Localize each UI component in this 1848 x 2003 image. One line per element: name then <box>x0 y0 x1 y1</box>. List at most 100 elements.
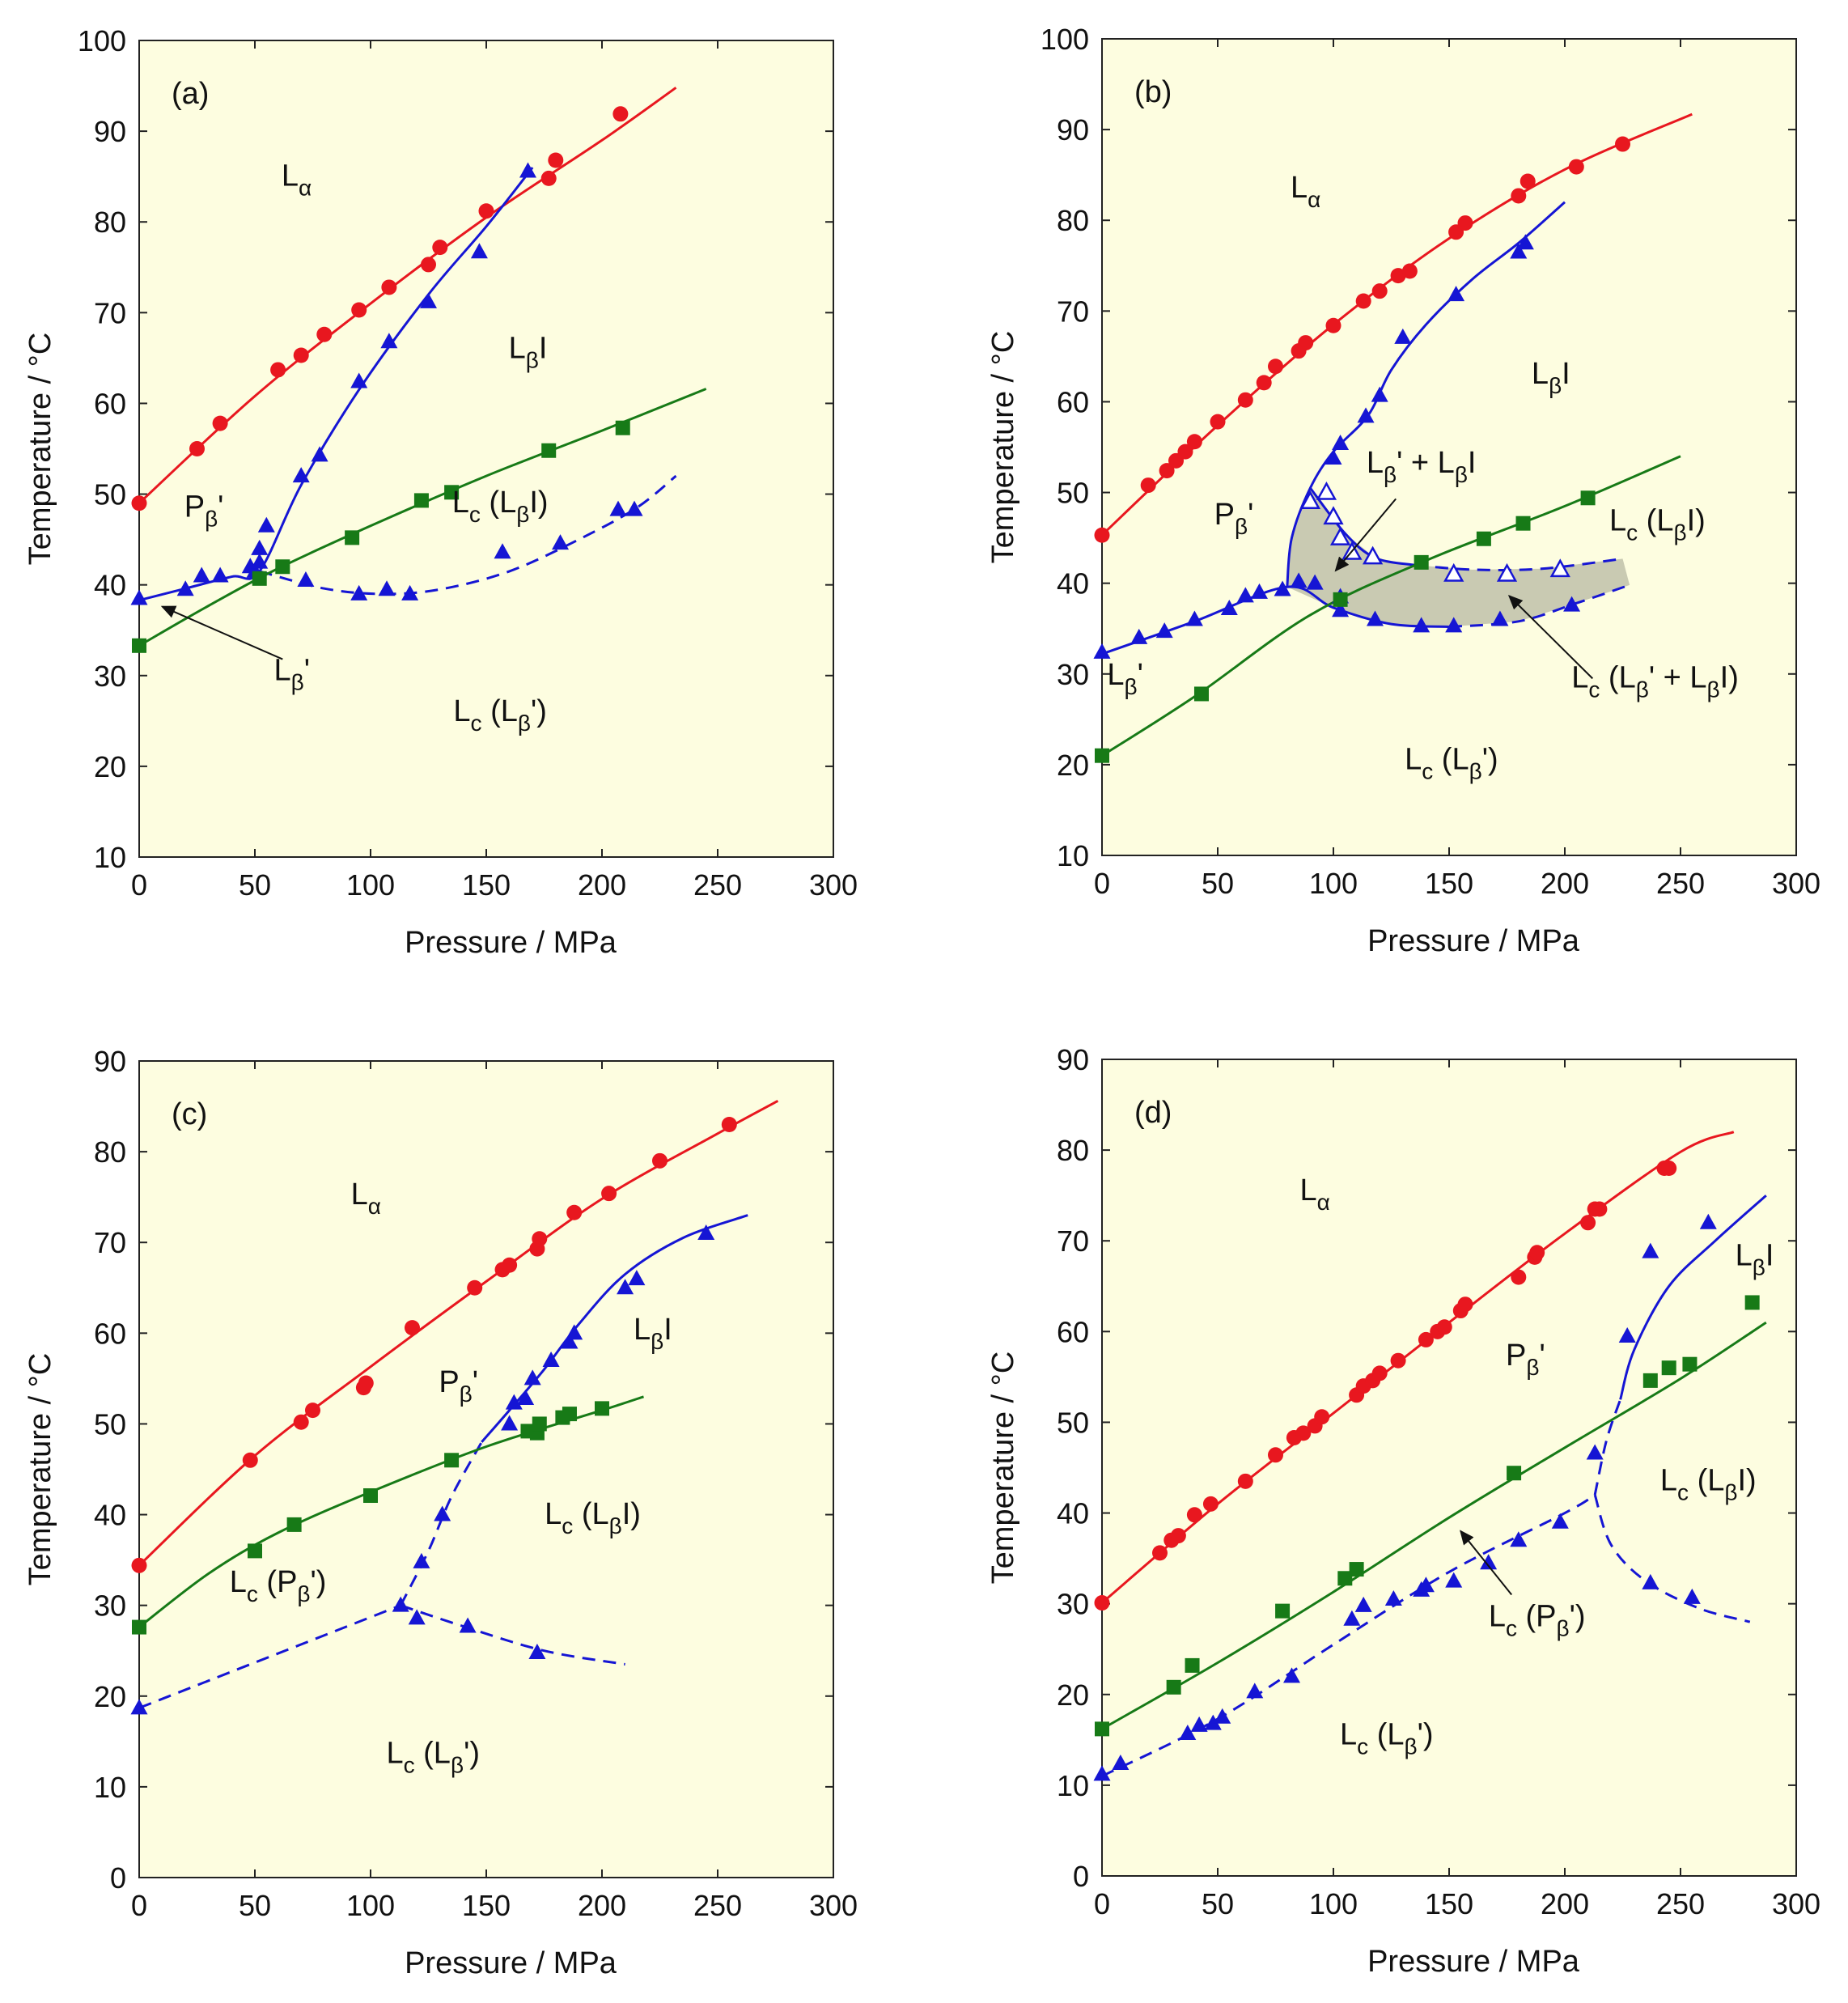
triangle-marker <box>350 584 368 600</box>
green-solid-curve <box>1101 1321 1767 1730</box>
triangle-marker <box>625 500 643 516</box>
x-axis-title: Pressure / MPa <box>1367 1945 1580 1979</box>
phase-label: Lα <box>1291 171 1320 212</box>
triangle-marker <box>1112 1754 1130 1770</box>
y-tick-label: 50 <box>1057 477 1089 510</box>
circle-marker <box>293 347 309 363</box>
triangle-marker <box>523 1369 541 1386</box>
circle-marker <box>1256 375 1272 391</box>
square-marker <box>413 493 429 508</box>
annotation-arrow <box>1334 498 1397 572</box>
circle-marker <box>478 203 494 219</box>
circle-marker <box>1457 1296 1473 1313</box>
triangle-marker <box>1246 1683 1264 1699</box>
triangle-marker <box>1491 610 1509 626</box>
circle-marker <box>1371 283 1388 299</box>
square-marker <box>562 1407 577 1422</box>
square-marker <box>1515 516 1531 531</box>
square-marker <box>1275 1603 1291 1619</box>
blue-dashed-curve <box>138 1604 401 1709</box>
x-axis-title: Pressure / MPa <box>1367 924 1580 958</box>
square-marker <box>1185 1657 1200 1673</box>
red-solid-curve <box>138 87 677 504</box>
x-tick-label: 200 <box>578 868 626 902</box>
x-tick-label: 300 <box>1772 1887 1820 1920</box>
triangle-marker <box>1417 1577 1435 1593</box>
plot-area <box>1101 1059 1797 1877</box>
y-tick-label: 40 <box>94 1499 126 1532</box>
open-triangle-marker <box>1299 490 1321 510</box>
circle-marker <box>1592 1201 1608 1217</box>
triangle-marker <box>1130 628 1148 644</box>
y-tick-label: 0 <box>1073 1860 1089 1893</box>
triangle-marker <box>1332 601 1350 617</box>
circle-marker <box>212 415 228 431</box>
triangle-marker <box>1510 243 1528 259</box>
phase-label: Lα <box>351 1178 381 1219</box>
blue-solid-curve <box>1286 201 1566 588</box>
square-marker <box>248 1543 262 1559</box>
phase-label: Lc (Lβ') <box>1340 1717 1434 1759</box>
phase-label: Lβ' <box>1107 658 1143 699</box>
triangle-marker <box>459 1617 477 1633</box>
circle-marker <box>1186 434 1202 450</box>
y-tick-label: 80 <box>1057 1134 1089 1167</box>
x-tick-label: 100 <box>1309 1887 1358 1920</box>
y-tick-label: 10 <box>94 841 126 874</box>
y-tick-label: 50 <box>94 1407 126 1441</box>
triangle-marker <box>628 1270 646 1286</box>
x-tick-label: 300 <box>1772 867 1820 900</box>
x-tick-label: 250 <box>1656 867 1705 900</box>
triangle-marker <box>1413 617 1431 633</box>
circle-marker <box>1202 1496 1219 1512</box>
x-tick-label: 0 <box>1094 867 1110 900</box>
x-tick-label: 50 <box>239 868 271 902</box>
square-marker <box>1337 1571 1353 1586</box>
circle-marker <box>242 1452 258 1468</box>
circle-marker <box>467 1279 483 1296</box>
y-tick-label: 80 <box>94 1135 126 1169</box>
x-axis-title: Pressure / MPa <box>405 926 617 960</box>
phase-label: Lc (LβI) <box>545 1497 641 1538</box>
square-marker <box>1166 1679 1181 1695</box>
triangle-marker <box>1185 610 1203 626</box>
circle-marker <box>351 302 367 318</box>
triangle-marker <box>1683 1588 1701 1604</box>
triangle-marker <box>566 1324 583 1340</box>
square-marker <box>1642 1373 1658 1388</box>
triangle-marker <box>211 567 229 583</box>
open-triangle-marker <box>1363 545 1384 565</box>
circle-marker <box>1511 188 1527 204</box>
triangle-marker <box>561 1333 579 1349</box>
circle-marker <box>532 1231 548 1247</box>
triangle-marker <box>528 1643 546 1659</box>
triangle-marker <box>1214 1708 1231 1724</box>
triangle-marker <box>1447 286 1465 302</box>
y-tick-label: 60 <box>94 387 126 420</box>
annotation-arrow <box>1460 1530 1513 1596</box>
circle-marker <box>1520 173 1536 189</box>
triangle-marker <box>1343 1610 1361 1626</box>
square-marker <box>615 420 630 435</box>
panel-label: (a) <box>172 77 209 111</box>
triangle-marker <box>1699 1213 1717 1229</box>
triangle-marker <box>1155 622 1173 639</box>
x-axis-title: Pressure / MPa <box>405 1946 617 1980</box>
circle-marker <box>548 152 564 168</box>
triangle-marker <box>1354 1596 1372 1612</box>
plot-area <box>138 40 834 858</box>
y-tick-label: 30 <box>1057 658 1089 691</box>
square-marker <box>132 1619 146 1635</box>
circle-marker <box>612 106 629 122</box>
triangle-marker <box>420 292 437 308</box>
x-tick-label: 250 <box>1656 1887 1705 1920</box>
x-tick-label: 200 <box>578 1889 626 1922</box>
phase-label: Pβ' <box>184 490 224 532</box>
triangle-marker <box>1332 435 1350 451</box>
square-marker <box>1333 592 1348 607</box>
square-marker <box>532 1416 547 1432</box>
open-triangle-marker <box>1443 562 1464 582</box>
square-marker <box>1476 531 1491 546</box>
y-tick-label: 70 <box>1057 295 1089 328</box>
